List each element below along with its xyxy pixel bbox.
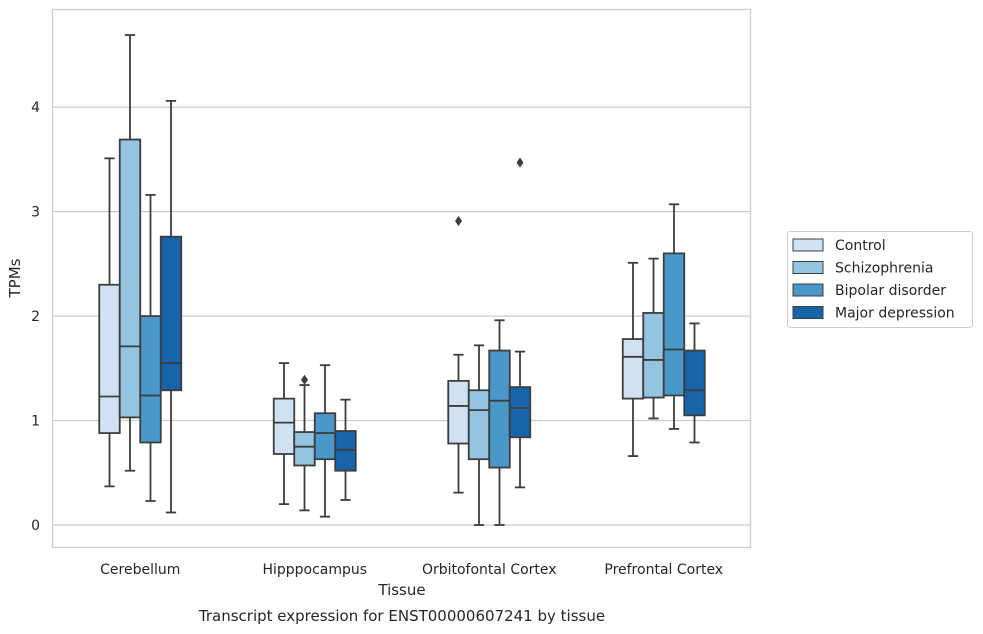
chart-caption: Transcript expression for ENST0000060724… [198,607,605,625]
iqr-box [447,379,470,445]
x-tick-labels: Cerebellum Hipppocampus Orbitofontal Corte… [100,562,723,578]
x-tick-label: Cerebellum [100,562,180,578]
box-groups [98,34,706,526]
box-group [313,364,337,518]
y-tick-label: 0 [31,518,40,534]
legend-swatch [792,283,824,297]
box-group [508,157,532,489]
box-group [272,362,296,506]
x-tick-label: Prefrontal Cortex [604,562,723,578]
y-tick-labels: 0 1 2 3 4 [31,100,40,534]
iqr-box [642,312,665,399]
x-tick-label: Orbitofontal Cortex [422,562,557,578]
legend-swatch [792,306,824,319]
box-group [98,157,121,488]
box-group [447,216,470,494]
iqr-box [159,235,183,392]
iqr-box [118,138,142,419]
outlier-point [455,216,462,227]
box-group [642,257,665,420]
plot-area-frame [51,8,752,549]
outlier-point [301,374,308,385]
x-tick-label: Hipppocampus [262,562,367,578]
legend-swatch [792,238,824,252]
iqr-box [139,315,162,444]
iqr-box [313,412,337,461]
legend: Control Schizophrenia Bipolar disorder Majo… [787,231,973,328]
iqr-box [683,349,706,417]
legend-label: Schizophrenia [835,261,933,277]
legend-label: Control [835,238,886,254]
iqr-box [98,283,121,434]
iqr-box [488,349,511,469]
iqr-box [272,397,296,455]
x-axis-label: Tissue [377,581,425,599]
box-group [467,344,491,526]
box-group [662,203,686,430]
box-group [683,322,706,444]
box-group [293,374,316,512]
legend-swatch [792,261,824,274]
box-group [621,261,645,457]
iqr-box [508,386,532,439]
box-group [159,99,183,514]
legend-label: Bipolar disorder [835,283,946,299]
legend-label: Major depression [835,306,955,322]
y-tick-label: 4 [31,100,40,116]
iqr-box [334,430,357,472]
iqr-box [621,338,645,400]
outlier-point [516,157,524,168]
box-group [334,398,357,501]
iqr-box [293,431,316,467]
iqr-box [662,252,686,397]
box-group [139,194,162,502]
box-group [488,319,511,526]
y-axis-label: TPMs [6,258,24,298]
y-tick-label: 3 [31,205,40,221]
legend-frame [787,231,973,328]
y-tick-label: 1 [31,414,40,430]
y-tick-label: 2 [31,309,40,325]
box-group [118,34,142,472]
iqr-box [467,389,491,461]
